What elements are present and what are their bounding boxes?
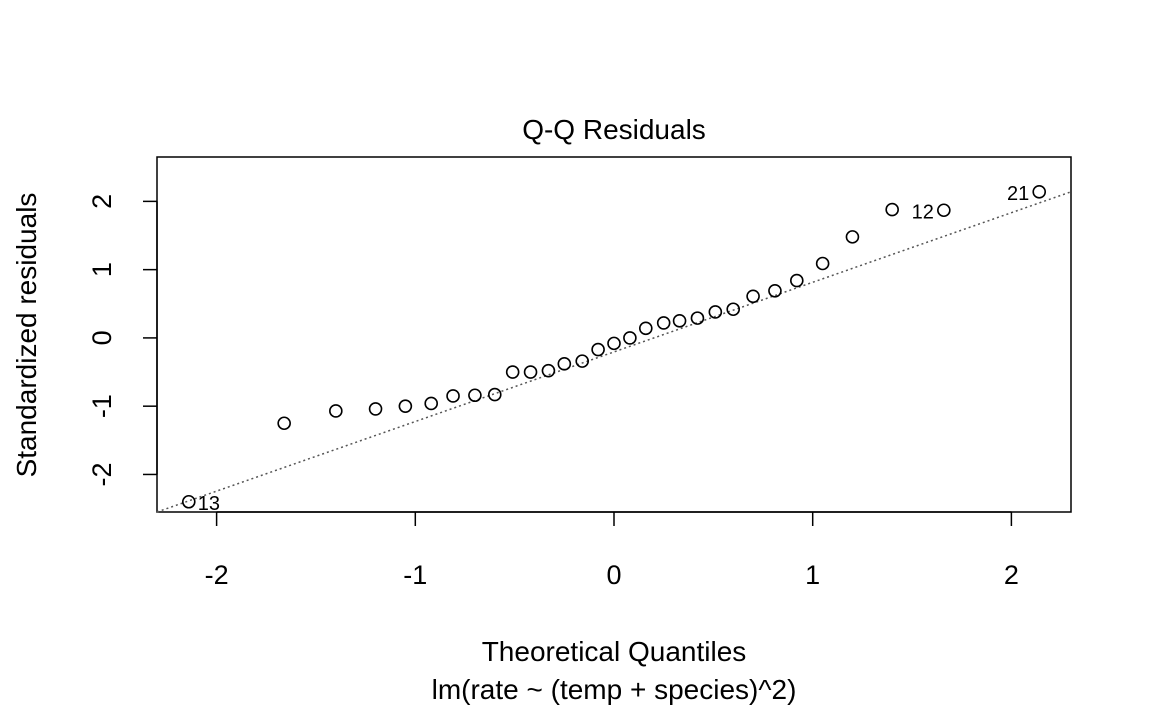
x-axis-label: Theoretical Quantiles <box>482 636 747 667</box>
qq-point <box>885 202 899 217</box>
qq-point <box>690 311 705 325</box>
qq-point <box>708 305 723 319</box>
qq-point <box>607 336 621 351</box>
qq-point <box>768 284 782 298</box>
qq-point <box>726 302 741 317</box>
qq-reference-line <box>156 191 1072 513</box>
y-axis-label: Standardized residuals <box>11 193 42 478</box>
x-tick-label: 0 <box>606 560 621 590</box>
chart-title: Q-Q Residuals <box>522 114 706 145</box>
y-tick-label: -1 <box>87 394 117 418</box>
qq-point <box>638 321 653 336</box>
qq-point <box>575 354 590 368</box>
qq-point <box>746 289 760 304</box>
x-tick-label: 1 <box>805 560 820 590</box>
plot-frame <box>156 156 1072 513</box>
qq-point <box>505 365 520 379</box>
x-tick-label: -2 <box>205 560 229 590</box>
qq-point <box>368 402 383 416</box>
y-tick-label: 0 <box>87 330 117 345</box>
qq-point <box>424 396 439 411</box>
qq-point <box>656 316 671 330</box>
qq-point <box>591 342 605 357</box>
qq-point <box>523 365 538 379</box>
point-label: 21 <box>1007 183 1029 205</box>
qq-point <box>937 203 951 218</box>
point-label: 13 <box>198 493 220 515</box>
qq-point <box>277 416 291 431</box>
qq-point <box>557 357 572 371</box>
qq-point <box>398 399 413 413</box>
x-tick-label: 2 <box>1004 560 1019 590</box>
qq-point <box>815 256 830 271</box>
qq-point <box>487 387 502 402</box>
qq-point <box>329 404 343 418</box>
qq-point <box>789 273 804 288</box>
qq-point <box>1032 185 1047 199</box>
model-formula-label: lm(rate ~ (temp + species)^2) <box>432 674 797 705</box>
y-tick-label: 1 <box>87 262 117 277</box>
x-axis: -2 -1 0 1 2 <box>205 511 1019 590</box>
qq-point <box>672 314 687 328</box>
qq-point <box>845 230 860 244</box>
qq-point <box>623 331 637 345</box>
reference-line-layer <box>156 191 1072 513</box>
qq-point <box>541 363 556 378</box>
point-label: 12 <box>912 201 934 223</box>
y-axis: -2 -1 0 1 2 <box>87 194 158 486</box>
qq-point <box>446 389 460 403</box>
points-layer <box>181 185 1047 509</box>
point-labels-layer: 13 12 21 <box>198 183 1029 515</box>
qq-point <box>468 388 482 403</box>
y-tick-label: -2 <box>87 462 117 486</box>
qq-point <box>181 494 196 509</box>
x-tick-label: -1 <box>403 560 427 590</box>
y-tick-label: 2 <box>87 194 117 209</box>
